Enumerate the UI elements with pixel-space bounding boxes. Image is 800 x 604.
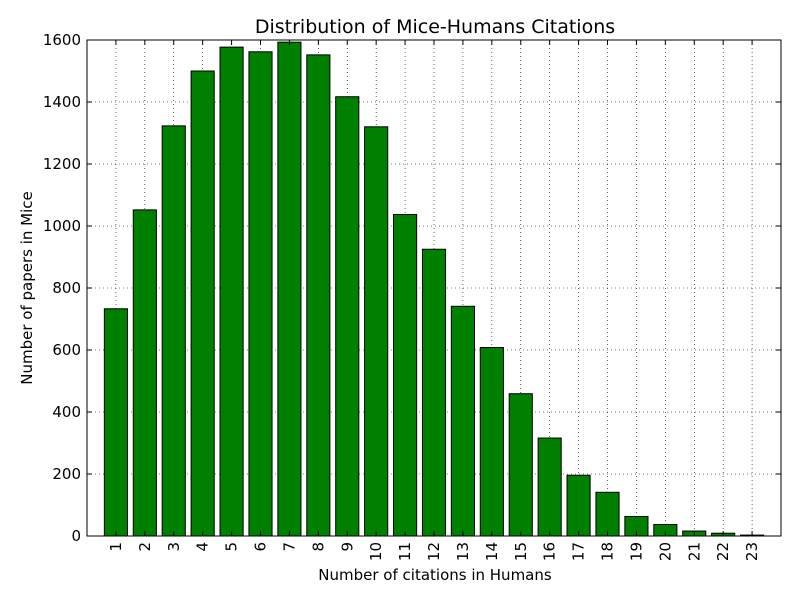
x-tick-label: 12 bbox=[425, 542, 443, 561]
x-tick-label: 22 bbox=[714, 542, 732, 561]
x-tick-label: 1 bbox=[107, 542, 125, 552]
bar bbox=[393, 214, 418, 537]
bars bbox=[103, 41, 765, 537]
y-tick-label: 600 bbox=[52, 341, 81, 359]
y-tick-label: 0 bbox=[71, 527, 81, 545]
x-tick-label: 19 bbox=[627, 542, 645, 561]
x-axis-label: Number of citations in Humans bbox=[318, 566, 552, 584]
y-tick-label: 1200 bbox=[43, 155, 81, 173]
bar bbox=[479, 347, 504, 537]
x-tick-label: 8 bbox=[309, 542, 327, 552]
bar bbox=[219, 46, 244, 537]
x-tick-label: 21 bbox=[685, 542, 703, 561]
x-tick-label: 9 bbox=[338, 542, 356, 552]
y-tick-label: 400 bbox=[52, 403, 81, 421]
bar bbox=[508, 393, 533, 537]
bar bbox=[450, 305, 475, 537]
x-tick-label: 6 bbox=[252, 542, 270, 552]
bar bbox=[537, 437, 562, 537]
y-tick-label: 1600 bbox=[43, 31, 81, 49]
bar bbox=[595, 491, 620, 537]
y-tick-label: 800 bbox=[52, 279, 81, 297]
x-tick-label: 7 bbox=[280, 542, 298, 552]
bar bbox=[335, 96, 360, 537]
x-tick-label: 11 bbox=[396, 542, 414, 561]
x-tick-label: 3 bbox=[165, 542, 183, 552]
x-tick-label: 2 bbox=[136, 542, 154, 552]
y-tick-label: 200 bbox=[52, 465, 81, 483]
x-tick-label: 17 bbox=[570, 542, 588, 561]
bar bbox=[161, 125, 186, 537]
y-tick-label: 1000 bbox=[43, 217, 81, 235]
y-tick-label: 1400 bbox=[43, 93, 81, 111]
bar bbox=[566, 474, 591, 537]
x-tick-label: 18 bbox=[599, 542, 617, 561]
chart-title: Distribution of Mice-Humans Citations bbox=[255, 16, 615, 38]
bar bbox=[132, 209, 157, 537]
bar bbox=[421, 248, 447, 537]
x-tick-label: 13 bbox=[454, 542, 472, 561]
x-tick-label: 14 bbox=[483, 542, 501, 561]
x-tick-label: 4 bbox=[194, 542, 212, 552]
bar bbox=[277, 41, 302, 537]
x-axis-ticks: 1 2 3 4 5 6 7 8 9 10 11 12 13 14 15 16 17 18 19 20 21 22 23 bbox=[107, 40, 761, 561]
x-tick-label: 10 bbox=[367, 542, 385, 561]
y-axis-ticks: 0 200 400 600 800 1000 1200 1400 1600 bbox=[43, 31, 781, 545]
bar bbox=[248, 51, 273, 537]
bar bbox=[190, 70, 215, 537]
x-tick-label: 5 bbox=[223, 542, 241, 552]
bar bbox=[306, 54, 331, 537]
y-axis-label: Number of papers in Mice bbox=[18, 191, 36, 385]
bar bbox=[364, 126, 389, 537]
x-tick-label: 20 bbox=[656, 542, 674, 561]
x-tick-label: 16 bbox=[541, 542, 559, 561]
bar bbox=[103, 308, 128, 537]
x-tick-label: 15 bbox=[512, 542, 530, 561]
x-tick-label: 23 bbox=[743, 542, 761, 561]
